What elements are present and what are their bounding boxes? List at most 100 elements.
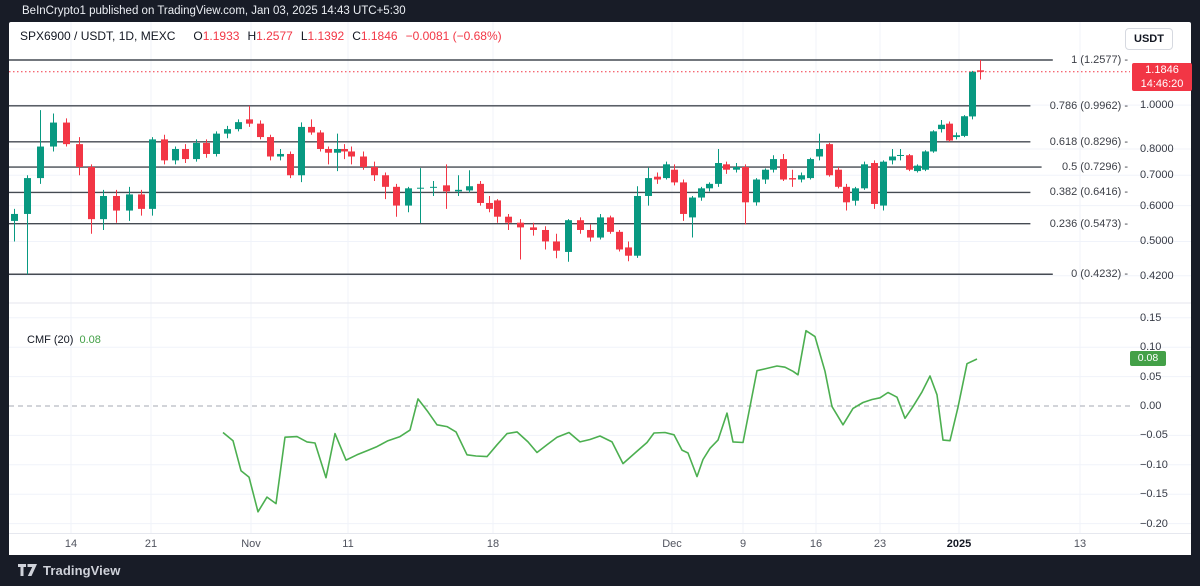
candle-body <box>76 144 83 167</box>
candle-body <box>946 123 953 141</box>
cmf-indicator-value: 0.08 <box>79 334 101 346</box>
axis-tick-label: 1.0000 <box>1140 99 1174 112</box>
axis-tick-label: 0.10 <box>1140 341 1162 354</box>
candle-body <box>161 139 168 161</box>
symbol-legend[interactable]: SPX6900 / USDT, 1D, MEXC O1.1933 H1.2577 L1… <box>20 29 502 43</box>
candle-body <box>100 195 107 220</box>
candle-body <box>50 122 57 147</box>
candle-body <box>334 148 341 153</box>
candle-body <box>597 217 604 238</box>
candle-body <box>11 213 18 221</box>
candle-body <box>443 185 450 192</box>
candle-body <box>382 175 389 187</box>
candle-body <box>723 164 730 170</box>
candle-body <box>455 189 462 192</box>
candle-body <box>138 194 145 209</box>
candle-body <box>880 161 887 206</box>
axis-tick-label: −0.20 <box>1140 517 1168 530</box>
cmf-value-badge: 0.08 <box>1130 351 1166 366</box>
candle-body <box>753 179 760 203</box>
axis-tick-label: 0.5000 <box>1140 235 1174 248</box>
time-axis[interactable]: 14 21 Nov 11 18 Dec 9 16 23 2025 13 <box>9 533 1191 555</box>
candle-body <box>861 164 868 189</box>
time-tick-label: 2025 <box>946 538 972 550</box>
candle-body <box>63 122 70 145</box>
candle-body <box>680 182 687 214</box>
ohlc-value: 1.1846 <box>360 29 398 43</box>
time-tick-label: 11 <box>342 538 354 550</box>
candle-body <box>930 131 937 152</box>
candle-body <box>182 148 189 160</box>
cmf-line <box>222 329 978 513</box>
candle-body <box>625 247 632 256</box>
symbol-title: SPX6900 / USDT, 1D, MEXC <box>20 29 176 43</box>
cmf-indicator-name: CMF (20) <box>27 334 74 346</box>
candle-body <box>113 195 120 211</box>
candle-body <box>341 148 348 152</box>
candle-body <box>953 135 960 138</box>
candle-body <box>393 186 400 206</box>
candle-body <box>530 227 537 230</box>
chart-area[interactable]: SPX6900 / USDT, 1D, MEXC O1.1933 H1.2577 L1… <box>9 22 1191 554</box>
fib-level-label: 0 (0.4232) - <box>1071 268 1128 281</box>
candle-body <box>360 156 367 167</box>
axis-tick-label: 0.15 <box>1140 311 1162 324</box>
time-tick-label: 23 <box>873 538 887 550</box>
last-price-value: 1.1846 <box>1145 64 1179 76</box>
candle-body <box>897 154 904 156</box>
candle-body <box>267 137 274 157</box>
candle-body <box>213 133 220 154</box>
axis-tick-label: 0.00 <box>1140 400 1162 412</box>
candle-body <box>417 187 424 189</box>
time-tick-label: 14 <box>64 538 78 550</box>
candle-body <box>246 119 253 124</box>
candle-body <box>126 194 133 211</box>
ohlc-value: 1.1933 <box>202 29 240 43</box>
candle-body <box>671 169 678 183</box>
candle-body <box>287 153 294 176</box>
fib-level-label: 0.786 (0.9962) - <box>1049 99 1128 112</box>
time-tick-label: Dec <box>662 538 682 550</box>
candle-body <box>494 200 501 217</box>
axis-tick-label: 0.05 <box>1140 370 1162 383</box>
ohlc-key: C <box>352 29 361 43</box>
candle-body <box>486 202 493 209</box>
time-tick-label: 18 <box>486 538 500 550</box>
axis-tick-label: 0.4200 <box>1140 269 1174 282</box>
fib-level-label: 0.5 (0.7296) - <box>1061 161 1128 174</box>
candle-body <box>348 151 355 157</box>
fib-level-label: 0.618 (0.8296) - <box>1049 135 1128 148</box>
price-and-cmf-panes[interactable] <box>9 22 1191 533</box>
ohlc-key: H <box>247 29 257 43</box>
candle-body <box>816 148 823 157</box>
candle-body <box>852 188 859 201</box>
candle-body <box>477 183 484 203</box>
candle-body <box>298 126 305 176</box>
candle-body <box>645 178 652 196</box>
fib-level-label: 0.382 (0.6416) - <box>1049 186 1128 199</box>
ohlc-value: 1.1392 <box>307 29 345 43</box>
candle-body <box>798 175 805 180</box>
time-tick-label: 16 <box>809 538 823 550</box>
change-value: −0.0081 (−0.68%) <box>405 29 502 43</box>
tradingview-watermark[interactable]: TradingView <box>18 559 120 581</box>
candle-body <box>587 229 594 238</box>
candle-body <box>235 122 242 130</box>
candle-body <box>762 169 769 180</box>
candle-body <box>698 188 705 198</box>
candle-body <box>871 162 878 204</box>
axis-tick-label: 0.7000 <box>1140 169 1174 182</box>
candle-body <box>733 166 740 170</box>
candle-body <box>914 165 921 172</box>
candle-body <box>969 71 976 117</box>
candle-body <box>706 183 713 189</box>
axis-tick-label: −0.05 <box>1140 429 1168 442</box>
cmf-indicator-legend[interactable]: CMF (20) 0.08 <box>27 334 101 346</box>
axis-tick-label: 0.8000 <box>1140 142 1174 155</box>
candle-body <box>466 186 473 191</box>
candle-body <box>371 166 378 176</box>
currency-toggle-button[interactable]: USDT <box>1125 28 1173 50</box>
candle-body <box>308 126 315 133</box>
publish-bar: BeInCrypto1 published on TradingView.com… <box>0 0 1200 22</box>
